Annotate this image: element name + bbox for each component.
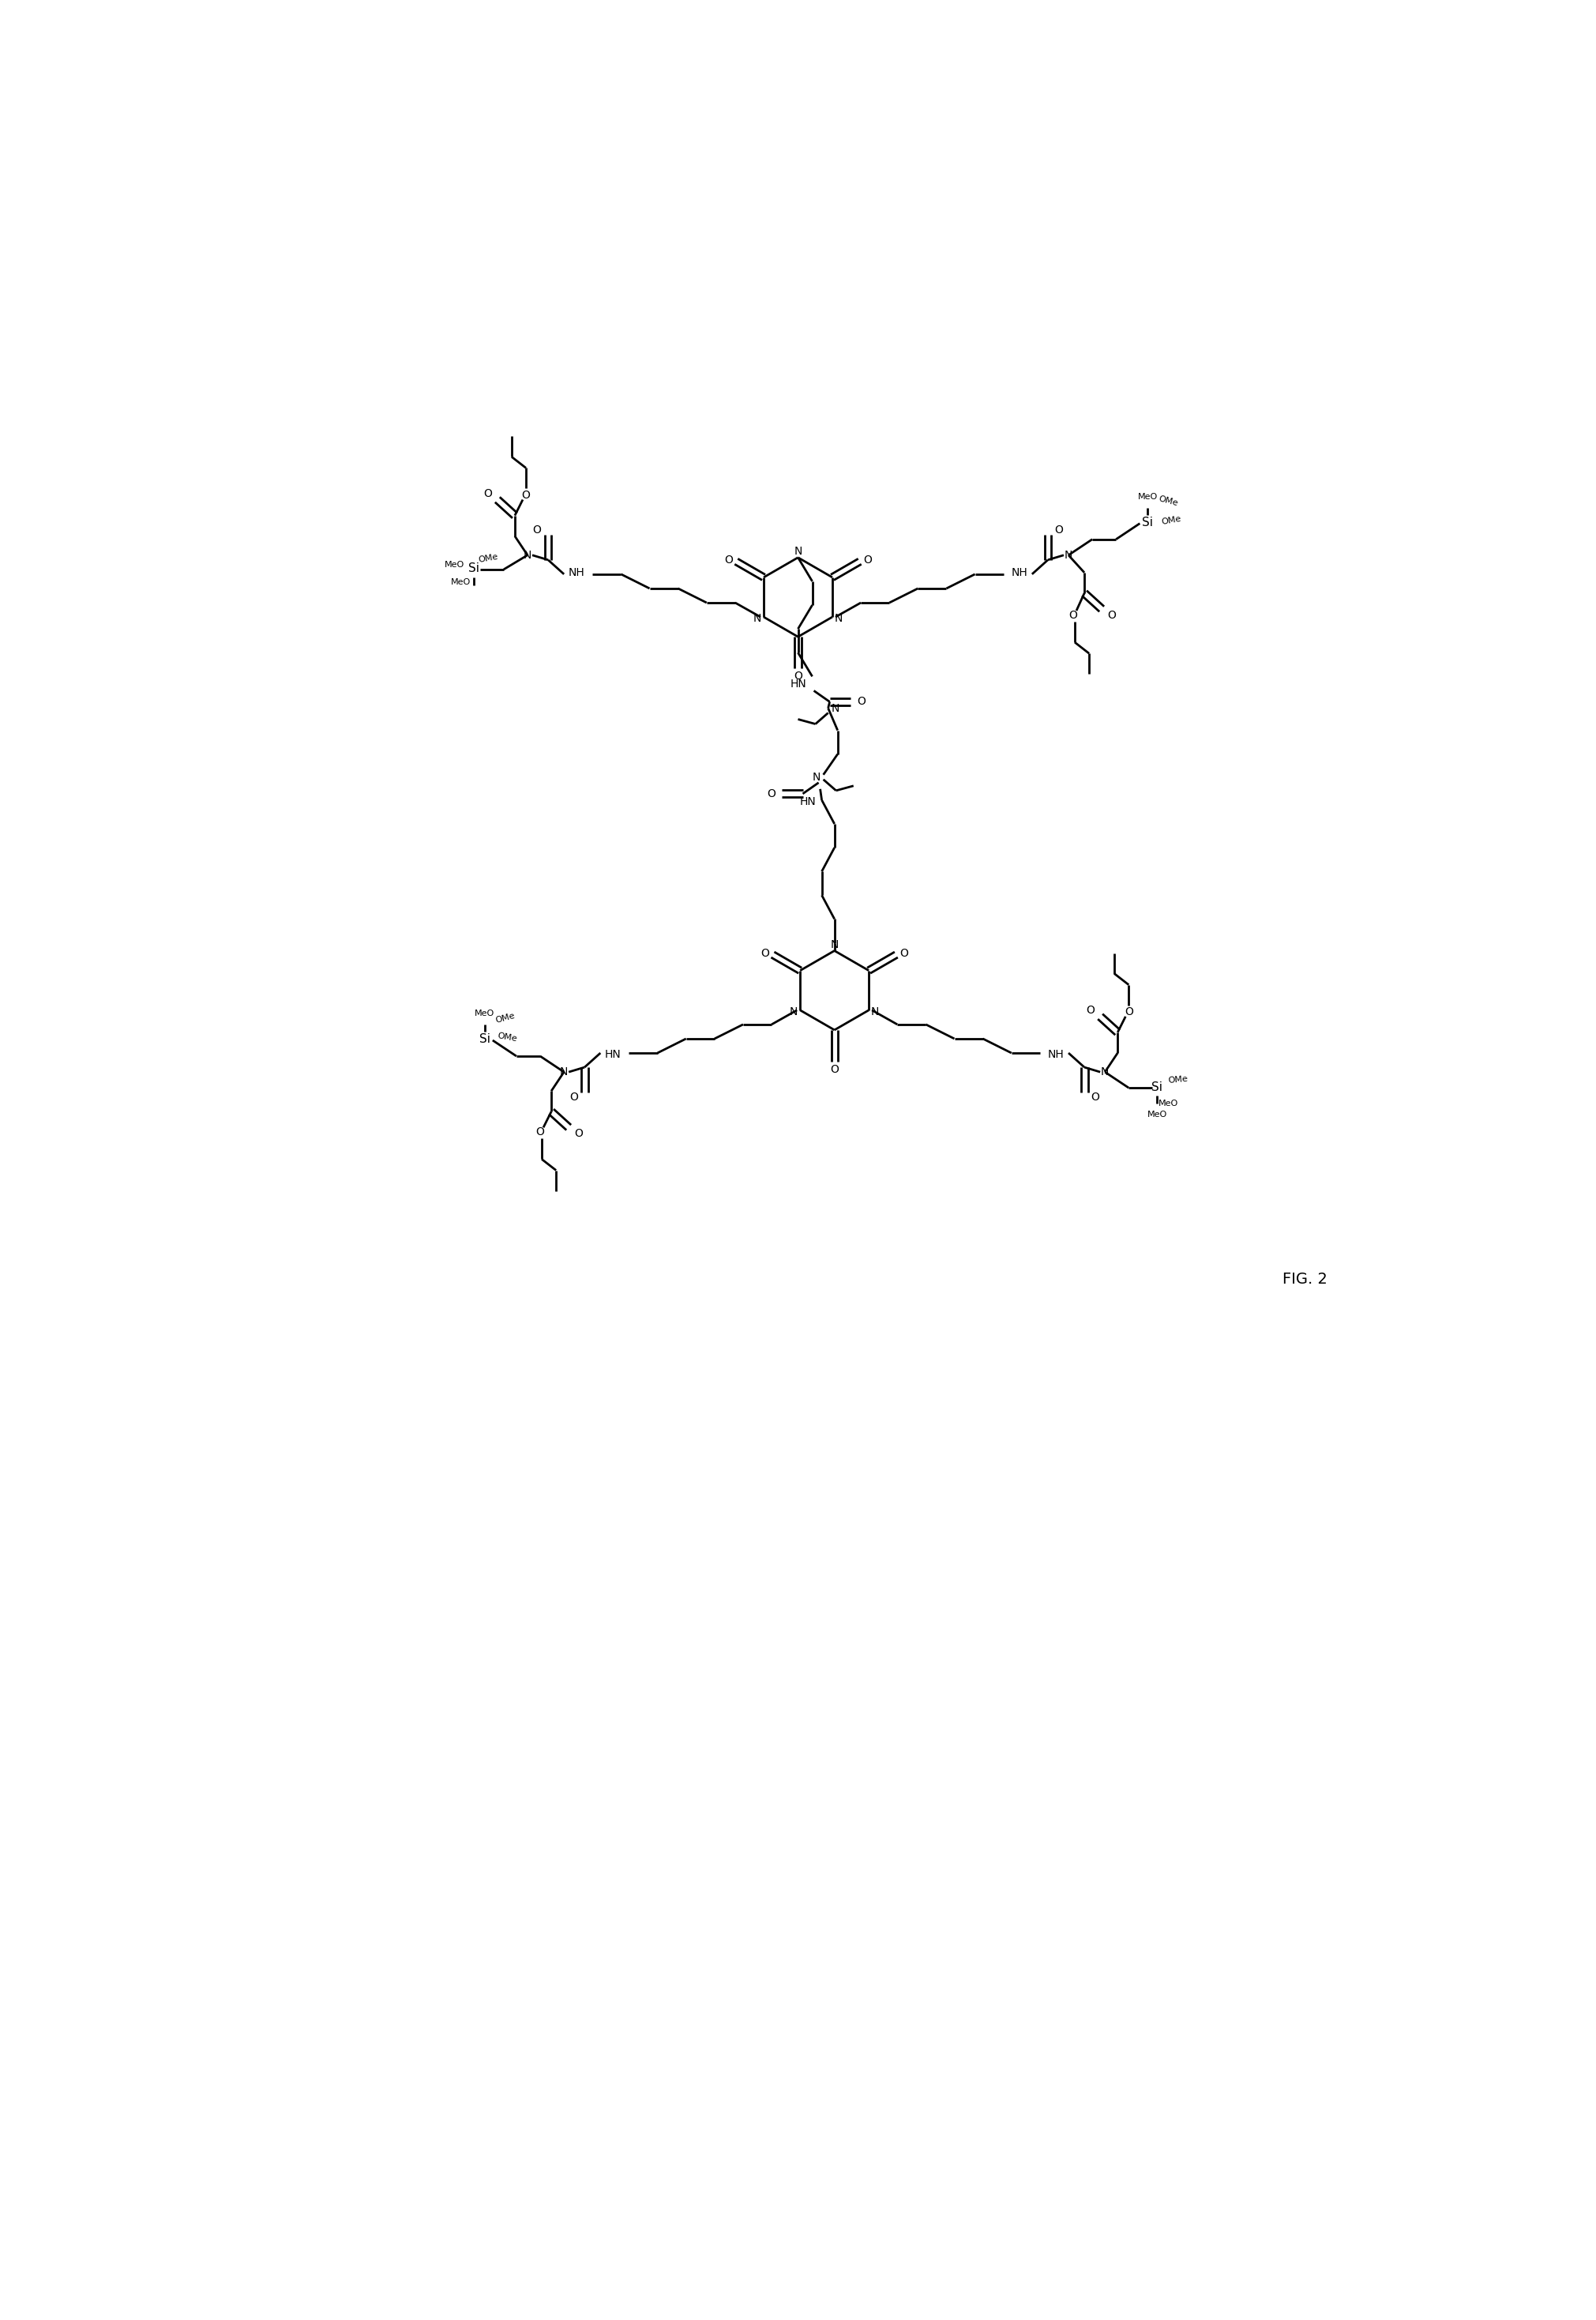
- Text: O: O: [1125, 1007, 1133, 1016]
- Text: N: N: [871, 1007, 879, 1016]
- Text: N: N: [793, 545, 803, 557]
- Text: OMe: OMe: [1160, 515, 1183, 527]
- Text: O: O: [522, 490, 530, 501]
- Text: O: O: [1055, 524, 1063, 536]
- Text: N: N: [1101, 1067, 1109, 1076]
- Text: N: N: [1065, 550, 1073, 561]
- Text: MeO: MeO: [445, 561, 464, 568]
- Text: MeO: MeO: [1138, 492, 1157, 501]
- Text: N: N: [523, 550, 531, 561]
- Text: O: O: [793, 670, 803, 682]
- Text: MeO: MeO: [1159, 1100, 1178, 1107]
- Text: OMe: OMe: [477, 552, 498, 564]
- Text: N: N: [753, 612, 761, 624]
- Text: N: N: [832, 703, 839, 715]
- Text: HN: HN: [790, 680, 806, 689]
- Text: O: O: [536, 1128, 544, 1137]
- Text: O: O: [900, 947, 908, 958]
- Text: O: O: [863, 554, 871, 566]
- Text: O: O: [1069, 610, 1077, 622]
- Text: O: O: [760, 947, 769, 958]
- Text: O: O: [570, 1093, 578, 1102]
- Text: O: O: [830, 1065, 839, 1074]
- Text: N: N: [830, 940, 838, 949]
- Text: MeO: MeO: [452, 578, 471, 587]
- Text: NH: NH: [568, 566, 584, 578]
- Text: O: O: [1108, 610, 1116, 622]
- Text: HN: HN: [605, 1049, 621, 1060]
- Text: MeO: MeO: [474, 1009, 495, 1016]
- Text: OMe: OMe: [495, 1012, 516, 1025]
- Text: Si: Si: [468, 564, 479, 575]
- Text: NH: NH: [1047, 1049, 1065, 1060]
- Text: Si: Si: [1152, 1081, 1163, 1093]
- Text: O: O: [484, 487, 492, 499]
- Text: FIG. 2: FIG. 2: [1283, 1271, 1328, 1285]
- Text: N: N: [790, 1007, 798, 1016]
- Text: O: O: [1092, 1093, 1100, 1102]
- Text: O: O: [533, 524, 541, 536]
- Text: O: O: [857, 696, 865, 708]
- Text: HN: HN: [800, 796, 816, 807]
- Text: OMe: OMe: [1157, 494, 1179, 508]
- Text: Si: Si: [479, 1035, 490, 1046]
- Text: N: N: [835, 612, 843, 624]
- Text: OMe: OMe: [1168, 1074, 1187, 1086]
- Text: O: O: [766, 789, 776, 800]
- Text: O: O: [725, 554, 733, 566]
- Text: N: N: [812, 773, 820, 782]
- Text: MeO: MeO: [1148, 1111, 1167, 1118]
- Text: O: O: [1087, 1005, 1095, 1016]
- Text: Si: Si: [1143, 517, 1154, 529]
- Text: O: O: [575, 1128, 583, 1139]
- Text: N: N: [560, 1067, 568, 1076]
- Text: NH: NH: [1012, 566, 1028, 578]
- Text: OMe: OMe: [496, 1032, 517, 1042]
